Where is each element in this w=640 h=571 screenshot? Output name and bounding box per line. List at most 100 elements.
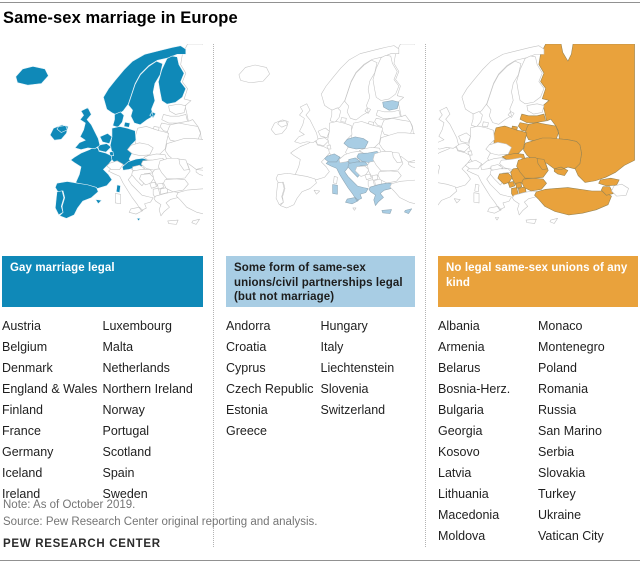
country-shape-spain	[54, 181, 102, 219]
country-list-item: Germany	[2, 445, 54, 459]
country-list-item: Serbia	[538, 445, 575, 459]
country-shape-switzerland	[106, 160, 124, 170]
country-shape-northern-ireland	[277, 120, 288, 128]
country-shape-macedonia	[159, 187, 169, 195]
country-shape-montenegro	[507, 181, 516, 188]
country-shape-greece	[512, 190, 538, 224]
country-list-item: Denmark	[2, 361, 53, 375]
country-shape-montenegro	[364, 173, 372, 180]
country-list-item: Malta	[102, 340, 134, 354]
country-list-item: Armenia	[438, 340, 485, 354]
country-shape-czech-republic	[485, 141, 512, 156]
country-list-gay-marriage-legal: Austria Belgium Denmark England & Wales Finl…	[2, 316, 203, 505]
europe-map-civil-unions	[238, 44, 415, 214]
country-list-item: Moldova	[438, 529, 486, 543]
country-shape-great-britain	[438, 106, 459, 150]
country-shape-czech-republic	[127, 142, 154, 156]
country-shape-latvia	[519, 113, 546, 123]
country-shape-sweden	[127, 60, 163, 126]
country-shape-azerbaijan	[611, 183, 629, 197]
country-list-item: Italy	[320, 340, 344, 354]
country-list-item: Netherlands	[102, 361, 170, 375]
country-list-item: Belgium	[2, 340, 48, 354]
country-list-item: Poland	[538, 361, 577, 375]
country-list-item: Luxembourg	[102, 319, 173, 333]
country-list-item: Czech Republic	[226, 382, 314, 396]
country-shape-malta	[494, 217, 499, 221]
note-source-block: Note: As of October 2019. Source: Pew Res…	[3, 497, 318, 530]
country-shape-iceland	[15, 66, 49, 86]
country-list-item: Ukraine	[538, 508, 582, 522]
country-shape-cyprus	[549, 218, 558, 224]
country-shape-estonia	[168, 103, 187, 115]
country-list-no-legal-unions: Albania Armenia Belarus Bosnia-Herz. Bulgari…	[438, 316, 638, 547]
country-list-item: Turkey	[538, 487, 576, 501]
country-list-item: Estonia	[226, 403, 268, 417]
country-list-item: Macedonia	[438, 508, 500, 522]
country-shape-macedonia	[518, 186, 527, 194]
country-list-item: Greece	[226, 424, 267, 438]
country-shape-czech-republic	[343, 136, 369, 150]
europe-shapes-template	[15, 44, 203, 225]
country-shape-armenia	[600, 186, 614, 196]
country-list-item: Norway	[102, 403, 145, 417]
country-list-item: Finland	[2, 403, 43, 417]
country-shape-moldova	[392, 151, 403, 164]
bottom-rule	[0, 560, 640, 561]
country-list-item: Switzerland	[320, 403, 386, 417]
country-shape-malta	[136, 218, 141, 222]
country-shape-iceland	[238, 64, 270, 84]
country-list-item: Ireland	[2, 487, 41, 501]
country-shape-kosovo	[515, 182, 523, 189]
country-list-item: Bosnia-Herz.	[438, 382, 511, 396]
country-shape-netherlands	[458, 132, 471, 144]
country-shape-france	[70, 145, 121, 193]
country-shape-estonia	[382, 100, 400, 111]
country-shape-switzerland	[324, 153, 341, 163]
country-list-item: Romania	[538, 382, 589, 396]
country-shape-greece	[368, 182, 393, 214]
country-list-item: Northern Ireland	[102, 382, 193, 396]
legend-bar-no-legal-unions: No legal same-sex unions of any kind	[438, 256, 638, 307]
country-list-item: Bulgaria	[438, 403, 484, 417]
country-list-item: Liechtenstein	[320, 361, 395, 375]
country-shape-france	[438, 145, 480, 193]
note-text: Note: As of October 2019.	[3, 499, 136, 511]
page-title: Same-sex marriage in Europe	[3, 9, 238, 27]
country-list-item: Russia	[538, 403, 577, 417]
country-list-item: Slovakia	[538, 466, 586, 480]
country-shape-macedonia	[374, 178, 383, 186]
country-shape-latvia	[375, 109, 401, 119]
country-list-item: Andorra	[226, 319, 271, 333]
country-shape-moldova	[178, 158, 190, 171]
column-no-legal-unions: No legal same-sex unions of any kind Alb…	[426, 44, 638, 547]
country-shape-netherlands	[99, 133, 113, 144]
country-shape-estonia	[526, 103, 545, 115]
country-shape-malta	[352, 207, 357, 211]
country-list-item: Sweden	[102, 487, 148, 501]
country-shape-great-britain	[74, 107, 101, 150]
country-shape-northern-ireland	[56, 125, 68, 133]
country-shape-great-britain	[294, 103, 319, 144]
europe-map-no-legal-unions	[438, 44, 635, 224]
country-list-item: Croatia	[226, 340, 267, 354]
europe-shapes-template	[238, 44, 415, 214]
country-shape-georgia	[598, 177, 620, 187]
country-list-item: Georgia	[438, 424, 483, 438]
legend-bar-civil-unions: Some form of same-sex unions/civil partn…	[226, 256, 415, 307]
country-list-item: Hungary	[320, 319, 368, 333]
country-shape-sweden	[344, 59, 378, 121]
country-shape-greece	[153, 191, 180, 225]
column-civil-unions: Some form of same-sex unions/civil partn…	[214, 44, 426, 547]
country-shape-portugal	[275, 181, 285, 206]
column-gay-marriage-legal: Gay marriage legal Austria Belgium Denmark…	[2, 44, 214, 547]
country-shape-luxembourg	[326, 144, 332, 150]
country-shape-luxembourg	[467, 150, 473, 156]
country-shape-portugal	[54, 190, 65, 216]
country-list-item: Spain	[102, 466, 135, 480]
country-shape-montenegro	[149, 181, 157, 189]
country-list-item: Portugal	[102, 424, 150, 438]
country-list-item: France	[2, 424, 41, 438]
country-shape-netherlands	[317, 127, 330, 138]
country-shape-finland	[516, 55, 545, 105]
